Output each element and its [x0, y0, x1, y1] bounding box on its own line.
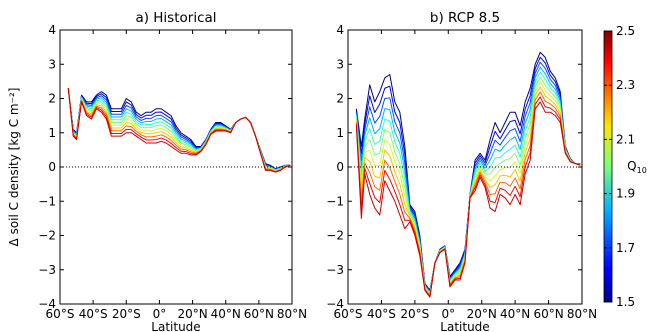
series-line-q10-4	[67, 88, 291, 171]
x-tick-label: 40°N	[211, 307, 241, 321]
x-tick-label: 0°	[153, 307, 167, 321]
axis-ticks-historical: 60°S 40°S 20°S 0° 20°N 40°N 60°N 80°N −4 −3 −2 −1 0 1…	[38, 23, 307, 321]
series-line-q10-10	[355, 101, 581, 298]
series-line-q10-4	[355, 71, 581, 294]
y-tick-label: −3	[326, 263, 344, 277]
y-tick-label: −3	[38, 263, 56, 277]
x-tick-label: 20°N	[177, 307, 207, 321]
x-axis-title: Latitude	[151, 320, 200, 332]
colorbar: 1.5 1.7 1.9 2.1 2.3 2.5 Q10	[603, 24, 647, 309]
y-tick-label: 0	[336, 160, 344, 174]
y-tick-label: 4	[336, 23, 344, 37]
x-tick-label: 60°N	[533, 307, 563, 321]
plot-lines-historical	[67, 88, 291, 173]
colorbar-ticks: 1.5 1.7 1.9 2.1 2.3 2.5	[604, 24, 635, 309]
series-line-q10-10	[67, 88, 291, 173]
y-tick-label: 0	[48, 160, 56, 174]
series-line-q10-9	[355, 96, 581, 297]
x-tick-label: 60°S	[46, 307, 75, 321]
plot-frame-historical	[59, 29, 293, 305]
colorbar-tick-label: 2.3	[616, 78, 635, 92]
x-tick-label: 20°N	[467, 307, 497, 321]
x-tick-label: 20°S	[112, 307, 141, 321]
y-tick-label: 2	[336, 92, 344, 106]
series-line-q10-6	[355, 81, 581, 295]
colorbar-title: Q10	[627, 159, 647, 175]
panel-rcp85: b) RCP 8.5 60°S 40°S 20°S 0° 20°N 40°N 60°N 80°…	[326, 10, 597, 332]
y-tick-label: 4	[48, 23, 56, 37]
x-tick-label: 60°S	[334, 307, 363, 321]
plot-lines-rcp85	[355, 51, 581, 298]
y-axis-title: Δ soil C density [kg C m⁻²]	[7, 88, 21, 247]
x-tick-label: 40°S	[79, 307, 108, 321]
y-tick-label: −1	[38, 194, 56, 208]
x-tick-label: 80°N	[567, 307, 597, 321]
x-tick-label: 0°	[441, 307, 455, 321]
y-tick-label: −4	[326, 297, 344, 311]
x-tick-label: 40°S	[367, 307, 396, 321]
panel-historical: a) Historical 60°S 40°S 20°S 0° 20°N 40°N 60°N…	[7, 10, 307, 332]
x-tick-label: 80°N	[277, 307, 307, 321]
y-tick-label: 3	[48, 57, 56, 71]
panel-title-rcp85: b) RCP 8.5	[430, 10, 500, 26]
colorbar-gradient	[603, 30, 613, 303]
colorbar-tick-label: 2.5	[616, 24, 635, 38]
x-tick-label: 60°N	[244, 307, 274, 321]
colorbar-tick-label: 1.9	[616, 187, 635, 201]
panel-title-historical: a) Historical	[135, 10, 216, 26]
y-tick-label: 3	[336, 57, 344, 71]
y-tick-label: −2	[326, 229, 344, 243]
colorbar-tick-label: 1.5	[616, 295, 635, 309]
y-tick-label: −4	[38, 297, 56, 311]
x-axis-title: Latitude	[440, 320, 489, 332]
colorbar-tick-label: 2.1	[616, 132, 635, 146]
y-tick-label: 1	[336, 126, 344, 140]
y-tick-label: −1	[326, 194, 344, 208]
y-tick-label: −2	[38, 229, 56, 243]
x-tick-label: 20°S	[400, 307, 429, 321]
axis-ticks-rcp85: 60°S 40°S 20°S 0° 20°N 40°N 60°N 80°N −4 −3 −2 −1 0 1…	[326, 23, 597, 321]
y-tick-label: 2	[48, 92, 56, 106]
colorbar-tick-label: 1.7	[616, 241, 635, 255]
y-tick-label: 1	[48, 126, 56, 140]
x-tick-label: 40°N	[500, 307, 530, 321]
